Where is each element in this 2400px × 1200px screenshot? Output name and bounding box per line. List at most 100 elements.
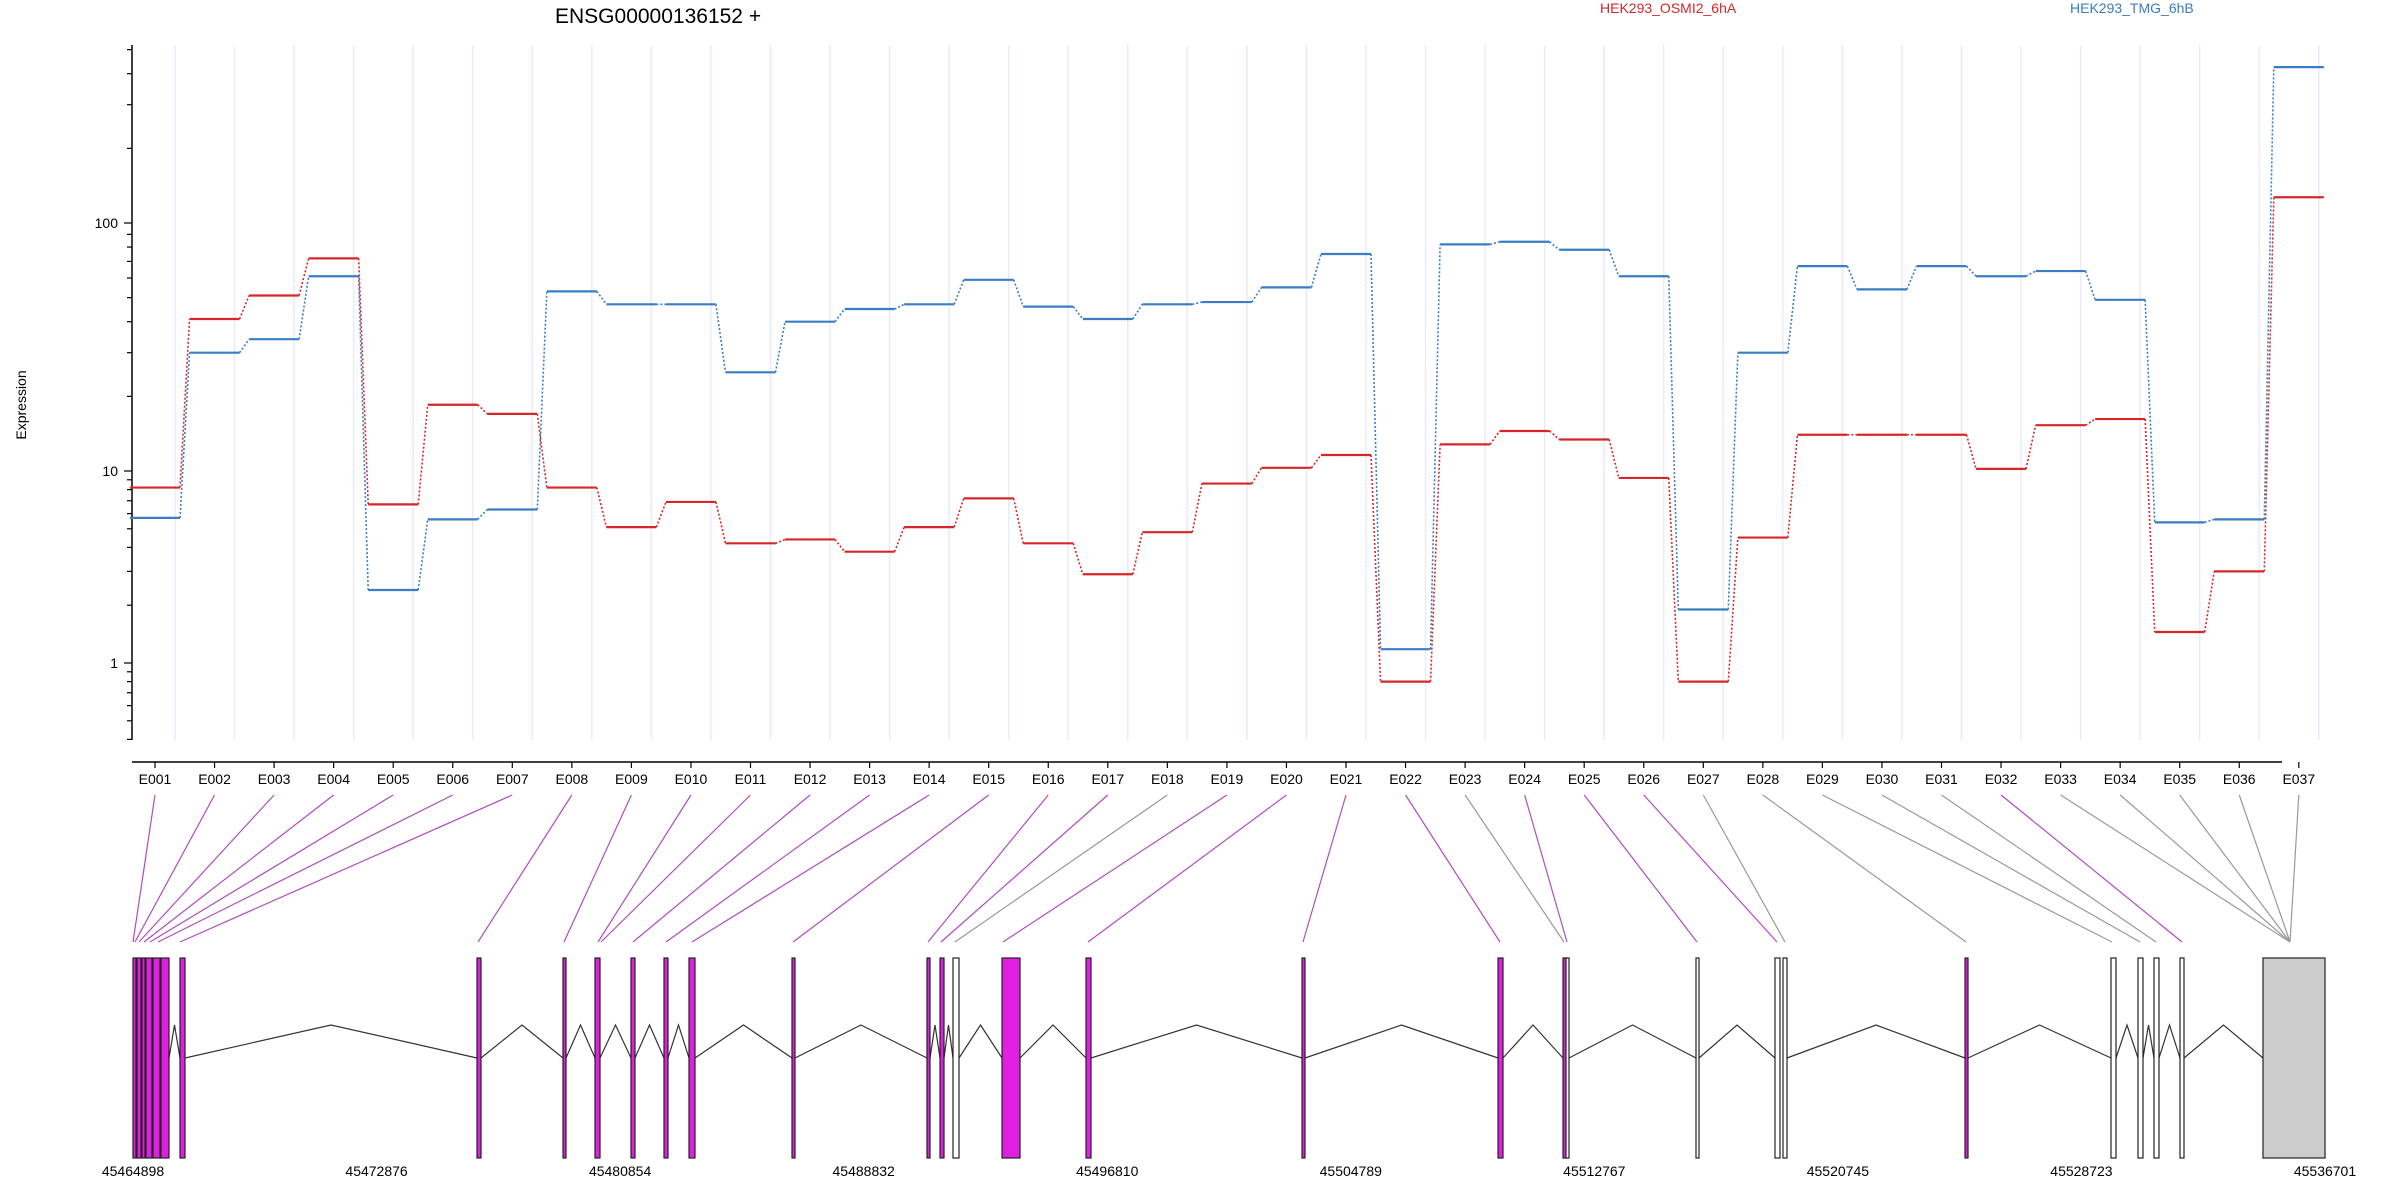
series-lines bbox=[130, 66, 2324, 683]
series-connector bbox=[1846, 265, 1858, 290]
y-tick-label: 100 bbox=[95, 215, 119, 231]
series-connector bbox=[834, 308, 846, 323]
series-connector bbox=[1906, 265, 1918, 290]
series-connector bbox=[417, 404, 429, 505]
exon-connector bbox=[600, 794, 751, 943]
y-tick-label: 10 bbox=[102, 463, 118, 479]
series-connector bbox=[834, 538, 846, 553]
series-connector bbox=[238, 295, 250, 320]
exon-connector bbox=[1822, 794, 2113, 943]
genomic-axis: 45464898 45472876 45480854 45488832 45496810… bbox=[102, 1163, 2357, 1179]
series-connector bbox=[417, 519, 429, 591]
genomic-tick-label: 45480854 bbox=[589, 1163, 652, 1179]
series-connector bbox=[1727, 537, 1739, 682]
series-connector bbox=[775, 538, 786, 545]
series-connector bbox=[2025, 270, 2036, 277]
x-tick-label: E033 bbox=[2044, 771, 2077, 787]
series-connector bbox=[1549, 241, 1560, 251]
x-tick-label: E019 bbox=[1211, 771, 1244, 787]
exon-box bbox=[939, 957, 945, 1159]
exon-connector bbox=[143, 794, 335, 943]
x-tick-label: E027 bbox=[1687, 771, 1720, 787]
series-connector bbox=[298, 276, 310, 340]
series-connector bbox=[715, 304, 727, 373]
series-connector bbox=[536, 291, 548, 510]
exon-connector bbox=[792, 794, 990, 943]
exon-box bbox=[663, 957, 669, 1159]
series-connector bbox=[536, 413, 548, 488]
x-tick-label: E010 bbox=[675, 771, 708, 787]
exon-box bbox=[145, 957, 153, 1159]
series-connector bbox=[1965, 265, 1977, 277]
series-connector bbox=[1489, 241, 1500, 246]
series-connector bbox=[1132, 303, 1144, 320]
series-connector bbox=[357, 258, 369, 505]
series-connector bbox=[2084, 270, 2096, 301]
x-tick-label: E003 bbox=[258, 771, 291, 787]
exon-connector bbox=[1087, 794, 1287, 943]
intron bbox=[2115, 1023, 2139, 1059]
intron bbox=[168, 1024, 181, 1059]
exon-connector bbox=[477, 794, 573, 943]
exon-connector bbox=[1643, 794, 1778, 943]
series-connector bbox=[1251, 286, 1263, 303]
x-tick-label: E012 bbox=[794, 771, 827, 787]
x-tick-label: E022 bbox=[1389, 771, 1422, 787]
exon-connector bbox=[1941, 794, 2157, 943]
intron bbox=[480, 1024, 564, 1059]
exon-box bbox=[1497, 957, 1504, 1159]
series-a bbox=[130, 196, 2324, 683]
series-connector bbox=[1787, 266, 1799, 353]
series-connector bbox=[2263, 197, 2275, 572]
genomic-tick-label: 45512767 bbox=[1563, 1163, 1626, 1179]
exon-box bbox=[132, 957, 137, 1159]
series-connector bbox=[1667, 276, 1680, 610]
series-connector bbox=[715, 501, 727, 544]
exon-connector bbox=[157, 794, 454, 943]
exon-box bbox=[630, 957, 636, 1159]
series-connector bbox=[1191, 483, 1203, 533]
exon-connector bbox=[2289, 794, 2300, 943]
series-connector bbox=[179, 318, 191, 488]
x-tick-label: E007 bbox=[496, 771, 529, 787]
exon-connector bbox=[597, 794, 692, 943]
exon-box bbox=[688, 957, 696, 1159]
legend-series-a: HEK293_OSMI2_6hA bbox=[1600, 0, 1737, 16]
series-connector bbox=[2144, 419, 2156, 633]
exon-connector bbox=[2000, 794, 2183, 943]
exon-box bbox=[791, 957, 796, 1159]
exon-connector bbox=[1405, 794, 1501, 943]
x-tick-label: E035 bbox=[2163, 771, 2196, 787]
genomic-tick-label: 45496810 bbox=[1076, 1163, 1139, 1179]
intron bbox=[958, 1023, 1003, 1059]
intron bbox=[1502, 1024, 1564, 1059]
series-connector bbox=[1549, 430, 1560, 441]
exon-connector bbox=[2179, 794, 2291, 943]
x-tick-label: E018 bbox=[1151, 771, 1184, 787]
x-tick-label: E030 bbox=[1866, 771, 1899, 787]
exon-box bbox=[952, 957, 960, 1159]
series-connector bbox=[1072, 543, 1084, 575]
intron bbox=[694, 1024, 793, 1059]
exon-connector bbox=[132, 794, 156, 943]
y-axis-label: Expression bbox=[13, 370, 29, 439]
x-tick-label: E016 bbox=[1032, 771, 1065, 787]
series-connector bbox=[1132, 532, 1144, 575]
intron bbox=[634, 1023, 665, 1059]
genomic-tick-label: 45520745 bbox=[1807, 1163, 1870, 1179]
x-tick-label: E031 bbox=[1925, 771, 1958, 787]
exon-connector bbox=[1464, 794, 1565, 943]
x-tick-label: E023 bbox=[1449, 771, 1482, 787]
x-tick-label: E024 bbox=[1508, 771, 1541, 787]
x-tick-label: E009 bbox=[615, 771, 648, 787]
exon-box bbox=[476, 957, 482, 1159]
x-tick-label: E028 bbox=[1746, 771, 1779, 787]
series-connector bbox=[893, 526, 905, 552]
series-connector bbox=[477, 404, 488, 415]
x-tick-label: E037 bbox=[2282, 771, 2315, 787]
exon-box bbox=[594, 957, 601, 1159]
x-tick-label: E002 bbox=[198, 771, 231, 787]
series-connector bbox=[2025, 425, 2037, 470]
gene-model-exons bbox=[132, 957, 2326, 1159]
y-axis: 1 10 100 bbox=[95, 45, 133, 741]
